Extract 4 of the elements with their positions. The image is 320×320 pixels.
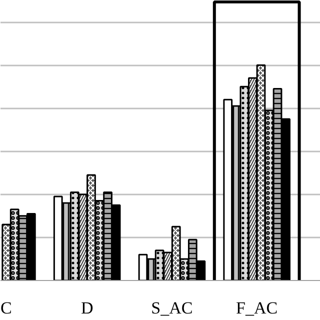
x-tick-label: C <box>0 298 12 318</box>
x-tick-label: S_AC <box>151 298 193 318</box>
x-tick-label: F_AC <box>236 298 278 318</box>
x-tick-label: D <box>80 298 94 318</box>
